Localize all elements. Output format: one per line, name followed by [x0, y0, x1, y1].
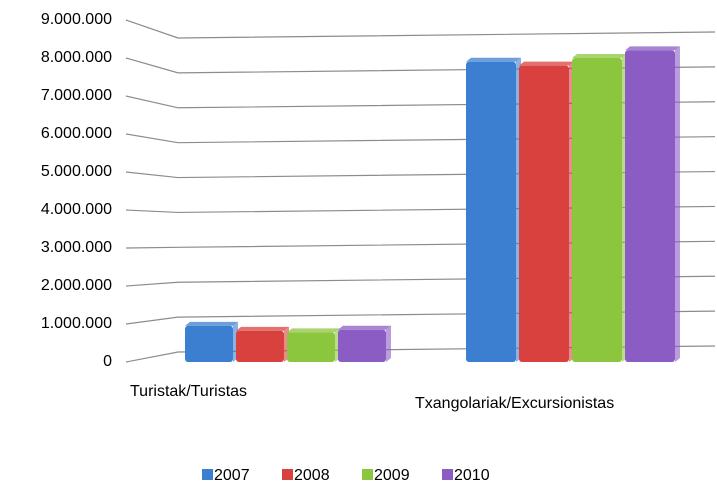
bar-side: [675, 46, 680, 363]
bar-side: [386, 325, 391, 362]
y-tick-label: 5.000.000: [41, 163, 112, 180]
bar: [338, 329, 386, 362]
x-tick-label: Txangolariak/Excursionistas: [415, 395, 614, 412]
bar-top: [338, 325, 391, 330]
legend-swatch: [202, 469, 213, 480]
bar-top: [287, 328, 340, 333]
bar-top: [519, 61, 574, 66]
legend-label: 2009: [374, 467, 410, 484]
legend-swatch: [282, 469, 293, 480]
legend-label: 2007: [214, 467, 250, 484]
bar: [236, 330, 284, 362]
bar: [572, 58, 622, 362]
bar: [519, 65, 569, 362]
bar-top: [625, 46, 680, 51]
y-tick-label: 9.000.000: [41, 11, 112, 28]
y-tick-label: 4.000.000: [41, 201, 112, 218]
bar: [287, 332, 335, 362]
y-tick-label: 1.000.000: [41, 315, 112, 332]
y-tick-label: 2.000.000: [41, 277, 112, 294]
y-tick-label: 6.000.000: [41, 125, 112, 142]
legend-label: 2008: [294, 467, 330, 484]
bar-top: [572, 54, 627, 58]
bar-top: [466, 57, 521, 62]
grid-line: [125, 19, 716, 39]
y-tick-label: 3.000.000: [41, 239, 112, 256]
y-tick-label: 7.000.000: [41, 87, 112, 104]
legend-swatch: [362, 469, 373, 480]
legend-label: 2010: [454, 467, 490, 484]
bar-top: [185, 321, 238, 326]
y-tick-label: 8.000.000: [41, 49, 112, 66]
bar-top: [236, 326, 289, 331]
y-tick-label: 0: [103, 353, 112, 370]
bar: [466, 61, 516, 363]
bar: [185, 325, 233, 362]
bar: [625, 50, 675, 363]
x-tick-label: Turistak/Turistas: [130, 383, 247, 400]
legend-swatch: [442, 469, 453, 480]
